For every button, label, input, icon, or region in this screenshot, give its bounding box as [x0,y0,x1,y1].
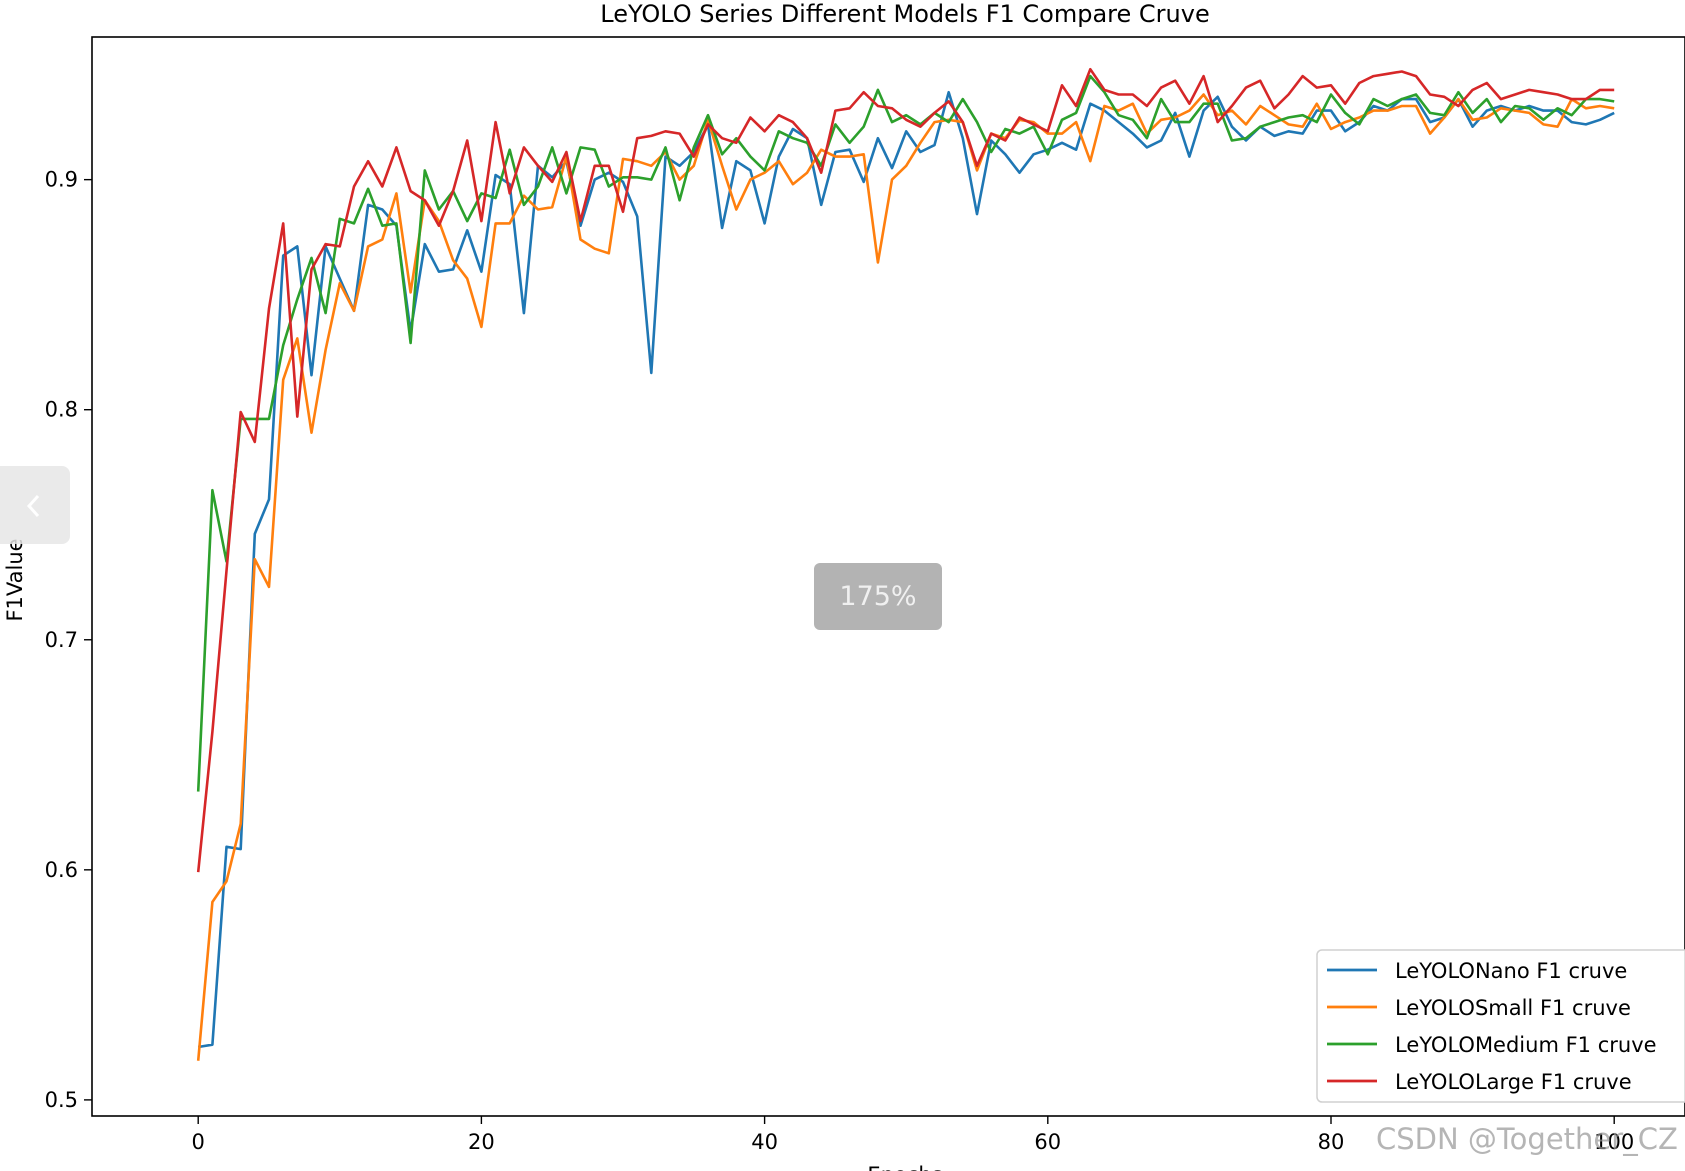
previous-image-button[interactable] [0,466,70,544]
y-axis-label: F1Value [3,538,27,621]
legend-entry: LeYOLONano F1 cruve [1395,959,1627,983]
x-tick-label: 0 [192,1130,205,1154]
x-axis: 0 20 40 60 80 100 [192,1116,1634,1154]
chart-title: LeYOLO Series Different Models F1 Compar… [600,0,1209,28]
x-tick-label: 80 [1318,1130,1345,1154]
series-line-0 [197,90,1615,1049]
x-tick-label: 100 [1594,1130,1634,1154]
legend-entry: LeYOLOLarge F1 cruve [1395,1070,1632,1094]
y-tick-label: 0.7 [45,628,78,652]
x-tick-label: 60 [1034,1130,1061,1154]
series-line-1 [196,93,1615,1061]
y-axis: 0.5 0.6 0.7 0.8 0.9 [45,168,92,1112]
series-line-3 [196,67,1615,873]
legend: LeYOLONano F1 cruve LeYOLOSmall F1 cruve L… [1316,949,1685,1103]
chevron-left-icon [26,494,40,518]
x-tick-label: 20 [468,1130,495,1154]
legend-box [1316,949,1685,1103]
y-tick-label: 0.6 [45,858,78,882]
x-axis-label: Epochs [867,1163,942,1171]
zoom-level-badge: 175% [814,563,942,630]
y-tick-label: 0.5 [45,1088,78,1112]
x-tick-label: 40 [751,1130,778,1154]
legend-entry: LeYOLOSmall F1 cruve [1395,996,1631,1020]
watermark: CSDN @Together_CZ [1376,1122,1678,1156]
series-line-2 [196,74,1615,792]
y-tick-label: 0.8 [45,398,78,422]
y-tick-label: 0.9 [45,168,78,192]
legend-entry: LeYOLOMedium F1 cruve [1395,1033,1657,1057]
series-lines [196,67,1615,1061]
